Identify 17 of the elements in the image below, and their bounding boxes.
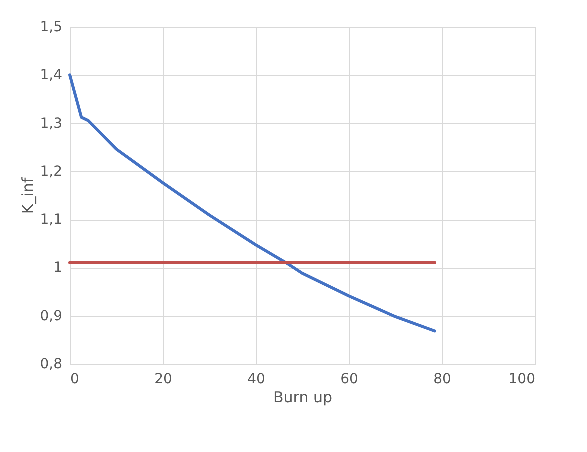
x-tick-label: 0 [70,372,80,388]
line-series [68,74,437,333]
y-tick-label: 1,5 [40,20,62,36]
y-tick-label: 1,1 [40,212,62,228]
y-tick-label: 1,3 [40,116,62,132]
y-tick-label: 1,4 [40,68,63,84]
x-tick-label: 20 [154,372,172,388]
x-tick-label: 80 [434,372,452,388]
y-tick-label: 1 [54,260,62,276]
x-tick-label: 100 [508,372,536,388]
y-tick-label: 0,9 [40,308,62,324]
y-tick-label: 1,2 [40,164,62,180]
x-axis-title: Burn up [273,388,333,406]
x-tick-label: 60 [340,372,358,388]
y-axis-title: K_inf [19,177,38,214]
y-tick-label: 0,8 [40,356,62,372]
x-tick-label: 40 [248,372,266,388]
